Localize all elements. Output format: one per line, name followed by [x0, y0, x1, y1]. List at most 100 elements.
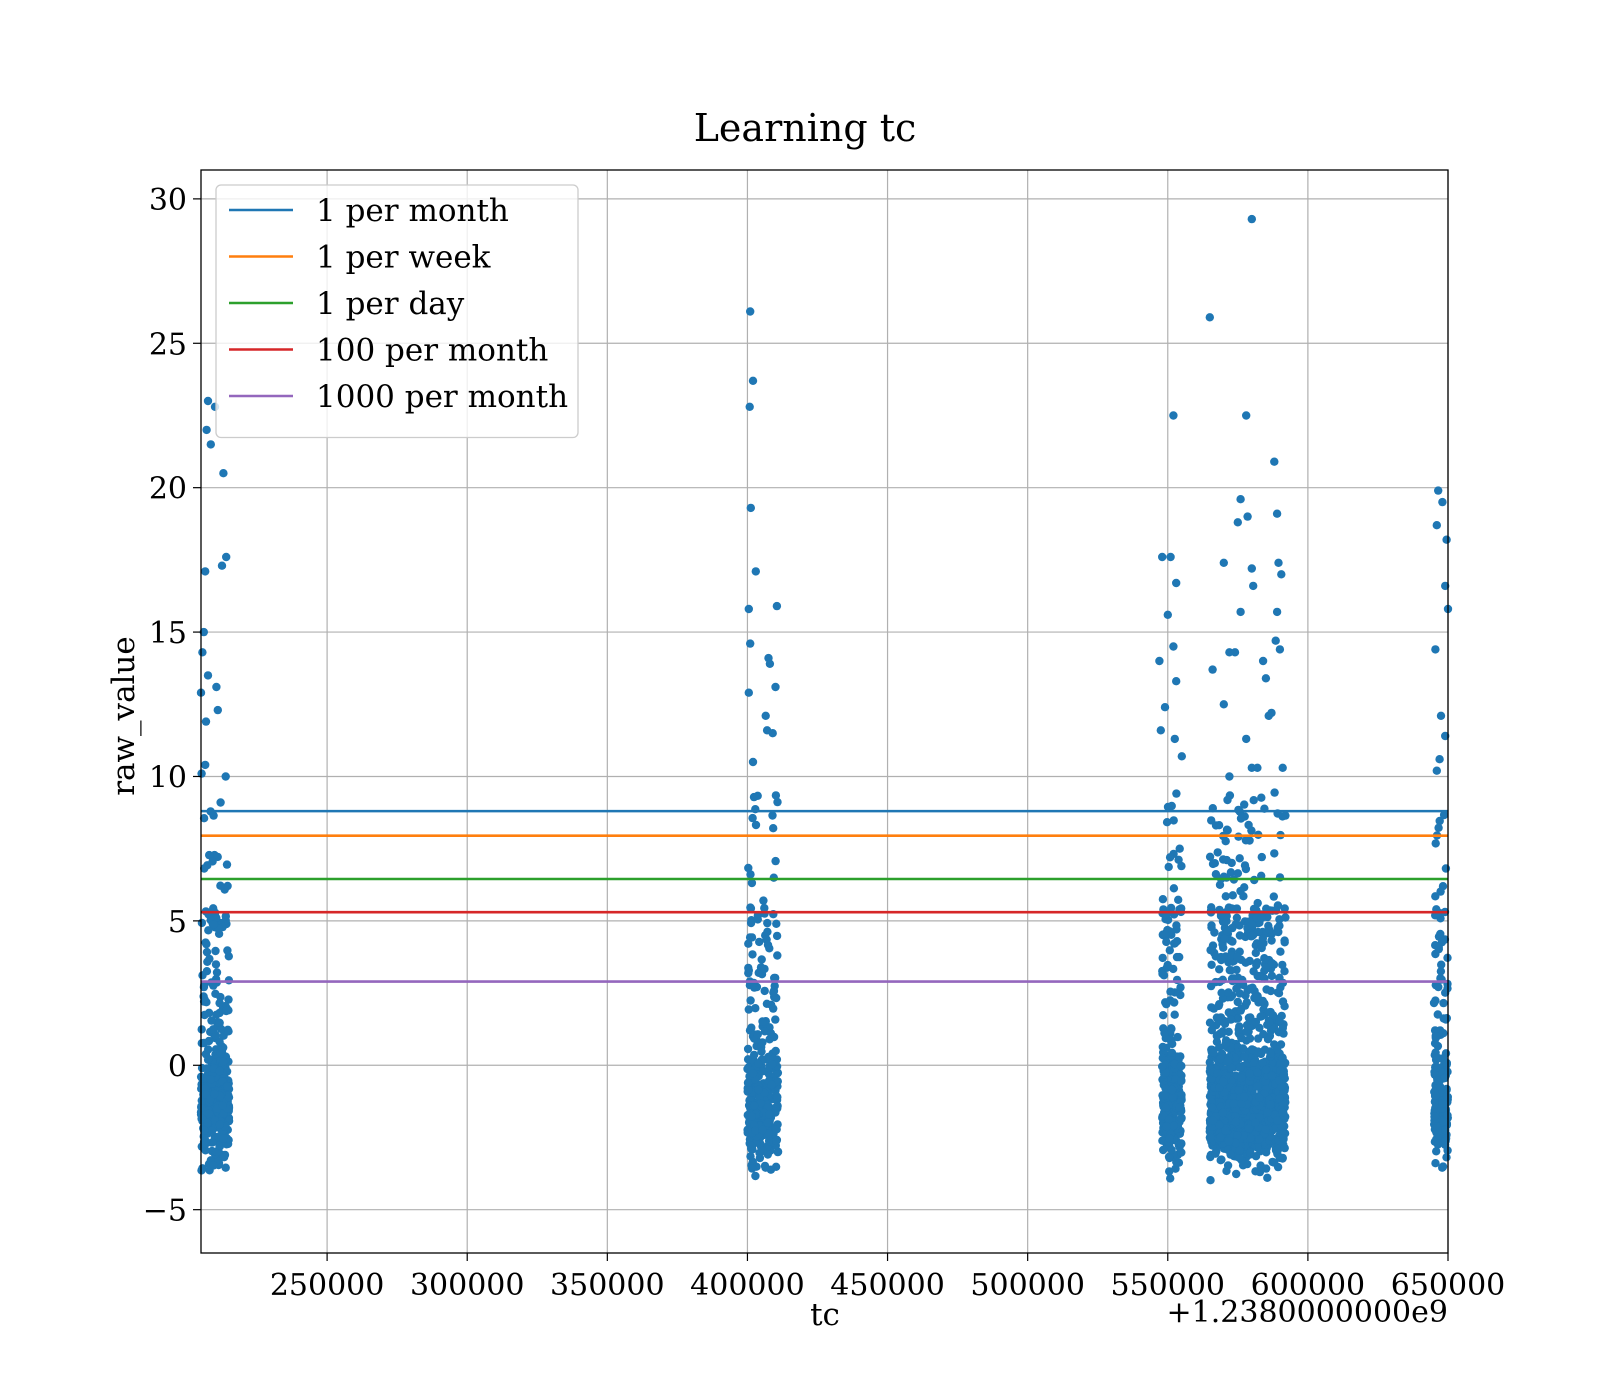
data-point: [1158, 953, 1167, 963]
data-point: [1268, 1011, 1278, 1020]
data-point: [1280, 967, 1289, 976]
data-point: [1272, 1045, 1282, 1054]
data-point: [771, 682, 780, 692]
data-point: [1221, 1039, 1230, 1049]
legend-label: 1 per week: [316, 240, 491, 276]
data-point: [200, 1139, 209, 1148]
data-point: [1162, 818, 1172, 827]
data-point: [216, 798, 225, 807]
y-tick-label: 0: [168, 1049, 187, 1084]
data-point: [1433, 1063, 1442, 1072]
data-point: [221, 1163, 230, 1172]
data-point: [1172, 937, 1182, 946]
data-point: [1280, 904, 1289, 913]
data-point: [1273, 1116, 1282, 1125]
data-point: [1170, 1059, 1179, 1069]
data-point: [221, 912, 230, 921]
data-point: [209, 1161, 218, 1170]
data-point: [1246, 984, 1255, 993]
data-point: [224, 1093, 234, 1102]
data-point: [219, 1134, 228, 1143]
data-point: [1235, 854, 1244, 863]
data-point: [1280, 1060, 1289, 1069]
data-point: [1228, 891, 1238, 900]
data-point: [1163, 610, 1173, 619]
data-point: [1231, 1117, 1241, 1127]
x-tick-label: 500000: [970, 1268, 1085, 1303]
x-tick-label: 350000: [550, 1268, 665, 1303]
data-point: [1214, 1017, 1224, 1026]
data-point: [209, 904, 218, 913]
data-point: [1222, 1166, 1231, 1176]
data-point: [1205, 852, 1215, 861]
data-point: [1258, 996, 1268, 1006]
data-point: [1162, 1122, 1171, 1131]
data-point: [1173, 1032, 1182, 1042]
x-tick-label: 600000: [1251, 1268, 1366, 1303]
data-point: [1214, 1001, 1223, 1011]
data-point: [1167, 1145, 1176, 1155]
data-point: [1215, 1120, 1224, 1130]
data-point: [1433, 1076, 1442, 1085]
data-point: [744, 1005, 753, 1014]
data-point: [1257, 943, 1266, 953]
data-point: [767, 1060, 777, 1069]
data-point: [224, 995, 233, 1004]
data-point: [1258, 1058, 1267, 1068]
data-point: [1170, 998, 1179, 1007]
data-point: [1172, 921, 1181, 930]
data-point: [1435, 755, 1444, 764]
data-point: [1433, 1010, 1443, 1019]
data-point: [1167, 1048, 1177, 1058]
data-point: [1255, 1167, 1265, 1177]
data-point: [1234, 1025, 1243, 1034]
data-point: [1235, 1146, 1245, 1155]
data-point: [210, 1090, 219, 1099]
data-point: [1257, 913, 1266, 923]
data-point: [1229, 1099, 1239, 1109]
data-point: [1249, 1058, 1259, 1067]
data-point: [1240, 1052, 1249, 1061]
data-point: [1219, 558, 1229, 567]
data-point: [1236, 1063, 1245, 1072]
data-point: [1278, 1053, 1287, 1062]
data-point: [1257, 793, 1266, 802]
y-axis-label: raw_value: [106, 636, 142, 796]
data-point: [1159, 1145, 1168, 1155]
data-point: [1167, 1085, 1177, 1095]
data-point: [1223, 927, 1232, 936]
data-point: [1211, 1149, 1220, 1158]
data-point: [1442, 535, 1451, 544]
data-point: [1262, 904, 1271, 913]
data-point: [1175, 844, 1184, 853]
data-point: [1264, 711, 1273, 720]
data-point: [1158, 1136, 1167, 1145]
data-point: [1249, 796, 1258, 805]
data-point: [1207, 1026, 1217, 1035]
data-point: [1165, 946, 1175, 955]
data-point: [1244, 1124, 1254, 1133]
data-point: [1170, 734, 1180, 744]
data-point: [1233, 518, 1243, 527]
data-point: [200, 1010, 209, 1020]
data-point: [1266, 1100, 1275, 1109]
data-point: [1432, 1147, 1441, 1156]
data-point: [1177, 1139, 1186, 1149]
data-point: [199, 814, 209, 823]
data-point: [1155, 656, 1164, 666]
data-point: [1207, 923, 1216, 932]
data-point: [1258, 934, 1268, 943]
data-point: [744, 863, 753, 873]
data-point: [746, 639, 755, 648]
data-point: [199, 1126, 209, 1135]
data-point: [1216, 1029, 1226, 1038]
data-point: [197, 918, 207, 928]
data-point: [1158, 969, 1167, 978]
data-point: [1436, 929, 1445, 939]
data-point: [1253, 763, 1262, 772]
data-point: [1166, 903, 1176, 913]
data-point: [1275, 1153, 1285, 1163]
data-point: [203, 671, 213, 680]
y-tick-label: 5: [168, 905, 187, 940]
